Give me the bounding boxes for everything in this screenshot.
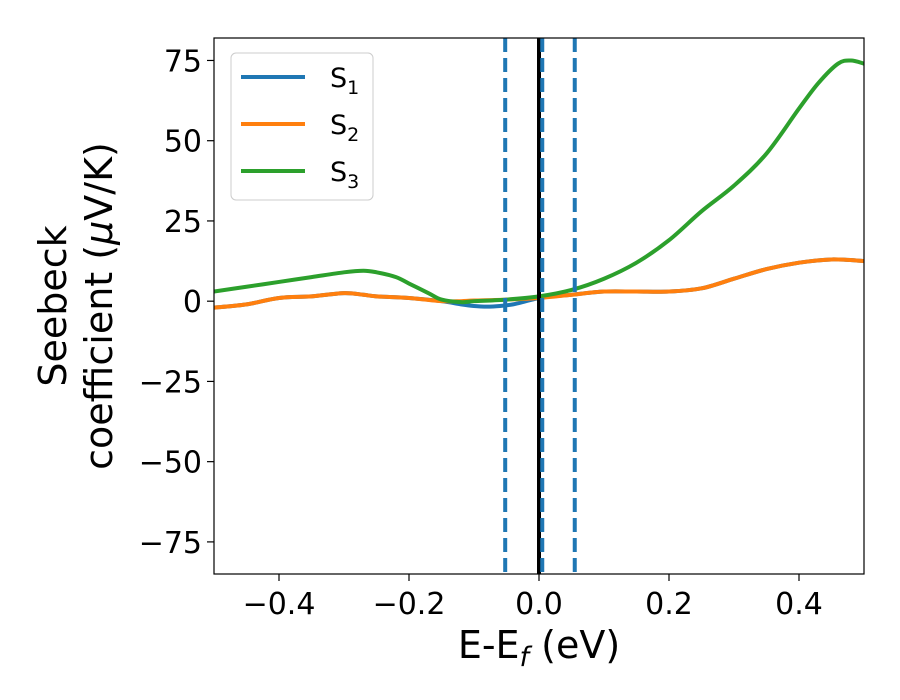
y-axis-label-line2: coefficient (μV/K) (77, 142, 121, 470)
legend-label-s1: S1 (330, 63, 359, 99)
legend-label-s3: S3 (330, 157, 359, 193)
x-tick-label: −0.2 (373, 587, 446, 622)
x-tick-label: 0.2 (645, 587, 693, 622)
y-tick-label: 50 (164, 125, 202, 160)
x-tick-label: 0.0 (515, 587, 563, 622)
legend: S1 S2 S3 (230, 52, 374, 201)
y-ticks: 75 50 25 0 −25 −50 −75 (139, 44, 214, 561)
x-axis-label-suffix: (eV) (529, 623, 620, 667)
x-tick-label: 0.4 (775, 587, 823, 622)
legend-items: S1 S2 S3 (241, 63, 359, 193)
vertical-lines (503, 38, 577, 574)
x-ticks: −0.4 −0.2 0.0 0.2 0.4 (243, 574, 823, 622)
y-tick-label: −25 (139, 365, 202, 400)
y-tick-label: −75 (139, 526, 202, 561)
y-tick-label: −50 (139, 446, 202, 481)
legend-box (230, 52, 374, 201)
y-axis-label-line1: Seebeck (31, 225, 75, 386)
y-axis-label-mu: μ (77, 221, 121, 246)
legend-label-s2: S2 (330, 110, 359, 146)
y-tick-label: 25 (164, 205, 202, 240)
y-tick-label: 0 (183, 285, 202, 320)
x-tick-label: −0.4 (243, 587, 316, 622)
x-axis-label: E-Ef (eV) (458, 623, 620, 673)
y-tick-label: 75 (164, 44, 202, 79)
